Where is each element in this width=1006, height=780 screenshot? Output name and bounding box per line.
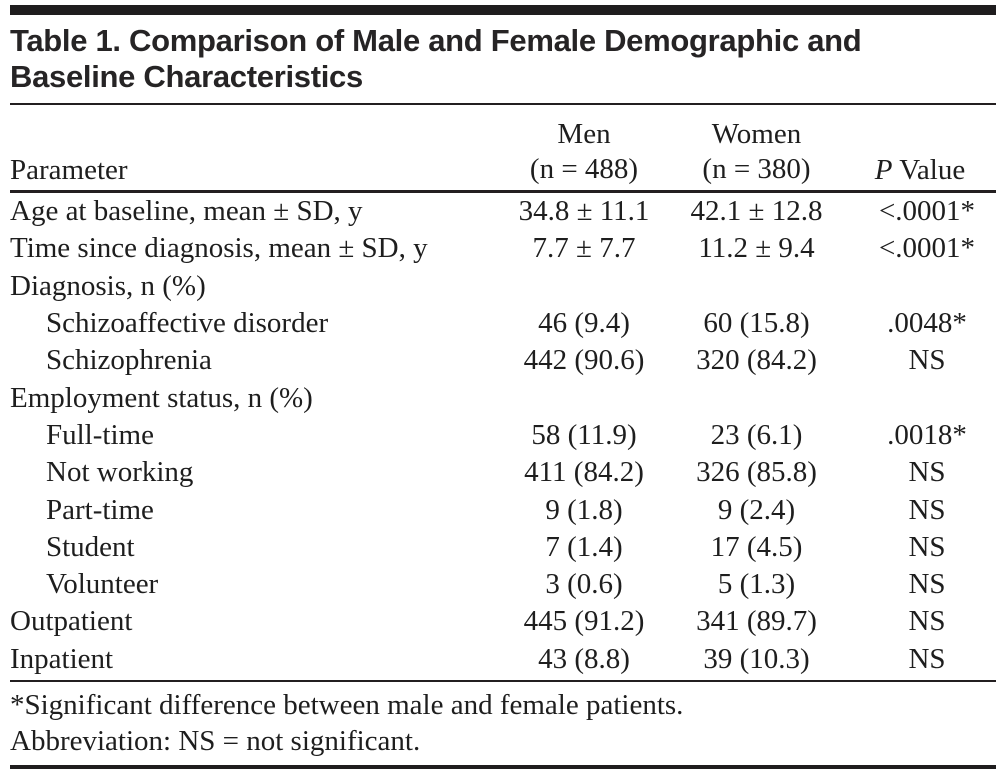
cell-parameter: Full-time — [46, 418, 154, 451]
table-title: Table 1. Comparison of Male and Female D… — [10, 23, 996, 95]
table-row: Part-time 9 (1.8) 9 (2.4) NS — [10, 491, 996, 528]
footnote-significance: *Significant difference between male and… — [10, 688, 684, 721]
cell-p: <.0001* — [878, 232, 976, 265]
header-men: Men (n = 488) — [499, 117, 669, 190]
top-bar — [10, 5, 996, 15]
table-row: Outpatient 445 (91.2) 341 (89.7) NS — [10, 603, 996, 640]
cell-p: .0048* — [887, 307, 967, 340]
table-row: Volunteer 3 (0.6) 5 (1.3) NS — [10, 566, 996, 603]
table-row: Age at baseline, mean ± SD, y 34.8 ± 11.… — [10, 193, 996, 230]
cell-parameter: Diagnosis, n (%) — [10, 269, 206, 302]
cell-men: 411 (84.2) — [524, 456, 644, 489]
header-women-count: (n = 380) — [702, 153, 811, 185]
cell-men: 9 (1.8) — [545, 493, 623, 526]
column-header-row: Parameter Men (n = 488) Women (n = 380) … — [10, 105, 996, 190]
table-title-line-2: Baseline Characteristics — [10, 59, 363, 94]
cell-p: <.0001* — [878, 195, 976, 228]
cell-women: 341 (89.7) — [696, 605, 817, 638]
header-men-label: Men — [557, 118, 611, 150]
table-row: Diagnosis, n (%) — [10, 268, 996, 305]
header-women: Women (n = 380) — [669, 117, 844, 190]
cell-parameter: Student — [46, 530, 135, 563]
footnotes: *Significant difference between male and… — [10, 682, 996, 764]
cell-women: 326 (85.8) — [696, 456, 817, 489]
bottom-bar — [10, 764, 996, 769]
cell-women: 320 (84.2) — [696, 344, 817, 377]
cell-p: NS — [908, 568, 946, 601]
cell-parameter: Time since diagnosis, mean ± SD, y — [10, 232, 428, 265]
cell-parameter: Volunteer — [46, 568, 159, 601]
cell-parameter: Schizophrenia — [46, 344, 212, 377]
cell-women: 5 (1.3) — [717, 568, 796, 601]
header-p-rest: Value — [892, 154, 966, 186]
cell-p: .0018* — [887, 418, 967, 451]
cell-women: 9 (2.4) — [717, 493, 796, 526]
cell-women: 11.2 ± 9.4 — [698, 232, 815, 265]
cell-p: NS — [908, 642, 946, 675]
table-row: Employment status, n (%) — [10, 379, 996, 416]
header-parameter: Parameter — [10, 154, 128, 186]
title-rule — [10, 103, 996, 105]
cell-parameter: Part-time — [46, 493, 154, 526]
cell-men: 3 (0.6) — [545, 568, 623, 601]
cell-men: 34.8 ± 11.1 — [518, 195, 650, 228]
cell-p: NS — [908, 530, 946, 563]
header-women-label: Women — [711, 118, 802, 150]
footnote-rule — [10, 679, 996, 682]
cell-p: NS — [908, 456, 946, 489]
table-row: Full-time 58 (11.9) 23 (6.1) .0018* — [10, 417, 996, 454]
table-title-line-1: Table 1. Comparison of Male and Female D… — [10, 23, 862, 58]
header-rule — [10, 190, 996, 193]
cell-men: 58 (11.9) — [531, 418, 637, 451]
cell-p: NS — [908, 344, 946, 377]
table-row: Inpatient 43 (8.8) 39 (10.3) NS — [10, 641, 996, 678]
cell-p: NS — [908, 493, 946, 526]
header-men-count: (n = 488) — [529, 153, 639, 185]
cell-parameter: Not working — [46, 456, 194, 489]
cell-men: 7 (1.4) — [545, 530, 623, 563]
table-row: Schizophrenia 442 (90.6) 320 (84.2) NS — [10, 342, 996, 379]
cell-women: 60 (15.8) — [703, 307, 810, 340]
table-body: Age at baseline, mean ± SD, y 34.8 ± 11.… — [10, 193, 996, 678]
cell-parameter: Outpatient — [10, 605, 133, 638]
cell-parameter: Inpatient — [10, 642, 114, 675]
cell-men: 442 (90.6) — [523, 344, 645, 377]
header-p-value: P Value — [844, 154, 996, 190]
table-row: Student 7 (1.4) 17 (4.5) NS — [10, 529, 996, 566]
cell-men: 46 (9.4) — [538, 307, 630, 340]
cell-women: 39 (10.3) — [703, 642, 810, 675]
cell-women: 17 (4.5) — [710, 530, 803, 563]
table-row: Schizoaffective disorder 46 (9.4) 60 (15… — [10, 305, 996, 342]
cell-men: 43 (8.8) — [538, 642, 630, 675]
cell-women: 42.1 ± 12.8 — [690, 195, 823, 228]
cell-parameter: Age at baseline, mean ± SD, y — [10, 195, 363, 228]
cell-men: 445 (91.2) — [523, 605, 645, 638]
footnote-abbreviation: Abbreviation: NS = not significant. — [10, 724, 421, 757]
cell-women: 23 (6.1) — [710, 418, 803, 451]
cell-p: NS — [908, 605, 946, 638]
cell-men: 7.7 ± 7.7 — [532, 232, 636, 265]
table-row: Not working 411 (84.2) 326 (85.8) NS — [10, 454, 996, 491]
table-row: Time since diagnosis, mean ± SD, y 7.7 ±… — [10, 230, 996, 267]
cell-parameter: Employment status, n (%) — [10, 381, 313, 414]
cell-parameter: Schizoaffective disorder — [46, 307, 329, 340]
header-p-italic: P — [874, 154, 893, 186]
